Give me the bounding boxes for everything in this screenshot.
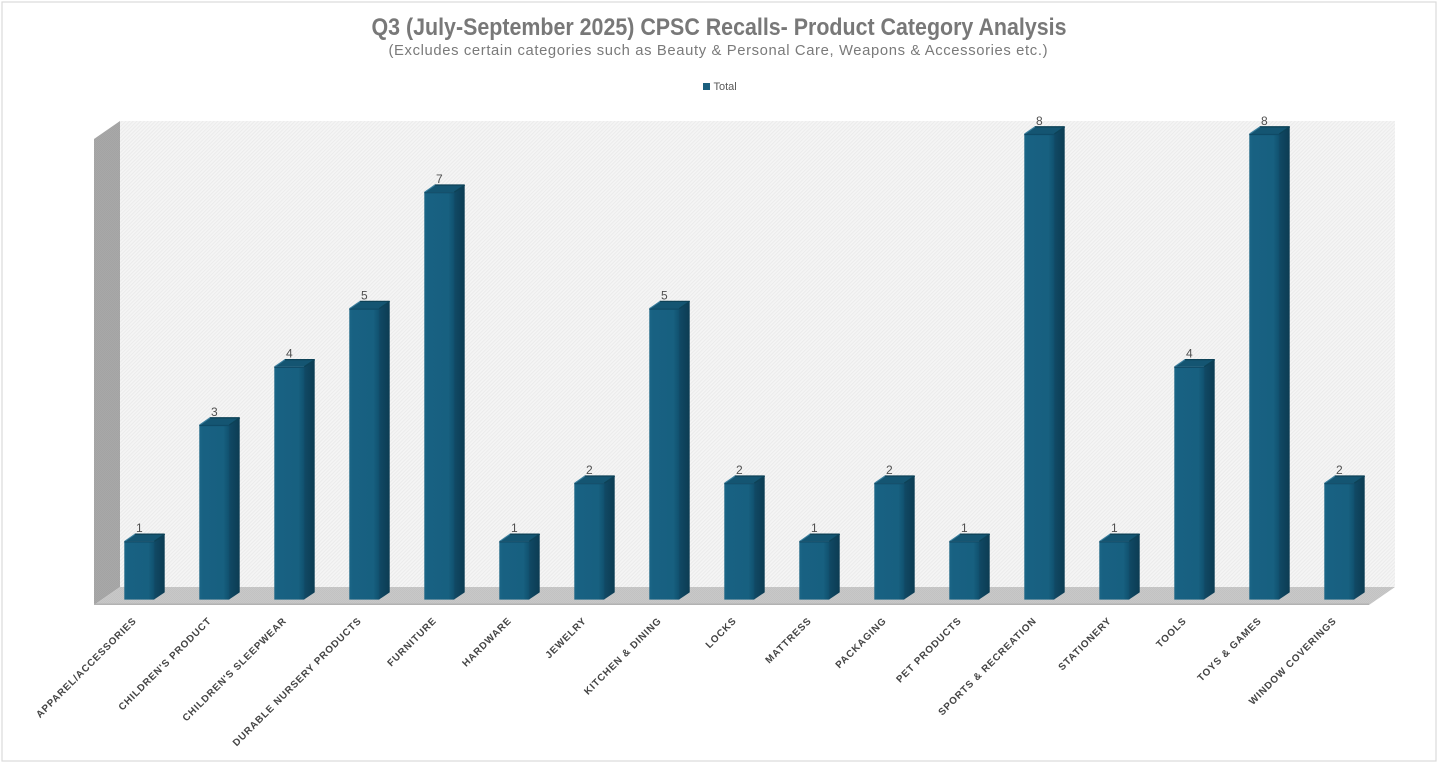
svg-text:5: 5	[361, 288, 368, 302]
svg-text:8: 8	[1036, 114, 1043, 128]
svg-text:1: 1	[511, 521, 518, 535]
svg-text:1: 1	[961, 521, 968, 535]
svg-text:2: 2	[1336, 463, 1343, 477]
svg-text:2: 2	[736, 463, 743, 477]
svg-text:8: 8	[1261, 114, 1268, 128]
svg-text:7: 7	[436, 172, 443, 186]
svg-text:Total: Total	[714, 81, 737, 93]
svg-text:4: 4	[286, 347, 293, 361]
svg-text:5: 5	[661, 288, 668, 302]
svg-text:(Excludes certain categories s: (Excludes certain categories such as Bea…	[389, 43, 1048, 59]
svg-text:2: 2	[886, 463, 893, 477]
svg-text:1: 1	[136, 521, 143, 535]
svg-text:Q3 (July-September 2025) CPSC: Q3 (July-September 2025) CPSC Recalls- P…	[372, 15, 1067, 41]
svg-text:1: 1	[1111, 521, 1118, 535]
svg-text:4: 4	[1186, 347, 1193, 361]
svg-text:2: 2	[586, 463, 593, 477]
svg-text:1: 1	[811, 521, 818, 535]
svg-text:3: 3	[211, 405, 218, 419]
